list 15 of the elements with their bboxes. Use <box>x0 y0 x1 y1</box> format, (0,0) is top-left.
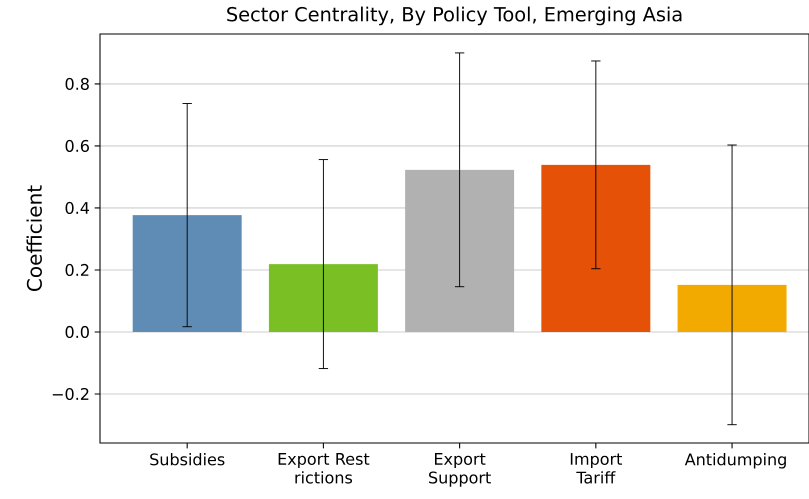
x-tick-label: Export Rest rictions <box>278 453 370 484</box>
x-tick-label: Antidumping <box>684 453 786 469</box>
x-tick-label: Import Tariff <box>570 453 622 484</box>
y-tick-label: −0.2 <box>52 388 88 400</box>
bar <box>268 264 378 332</box>
y-tick-label: 0.2 <box>66 264 88 276</box>
chart-title: Sector Centrality, By Policy Tool, Emerging Asia <box>227 6 682 26</box>
bar <box>678 284 787 332</box>
y-axis-title: Coefficient <box>26 185 42 291</box>
y-tick-label: 0.0 <box>66 326 89 338</box>
y-tick-label: 0.4 <box>66 202 90 214</box>
y-tick-label: 0.6 <box>66 140 89 152</box>
x-tick-label: Subsidies <box>150 453 224 466</box>
x-tick-label: Export Support <box>429 453 491 487</box>
y-tick-label: 0.8 <box>66 78 89 90</box>
